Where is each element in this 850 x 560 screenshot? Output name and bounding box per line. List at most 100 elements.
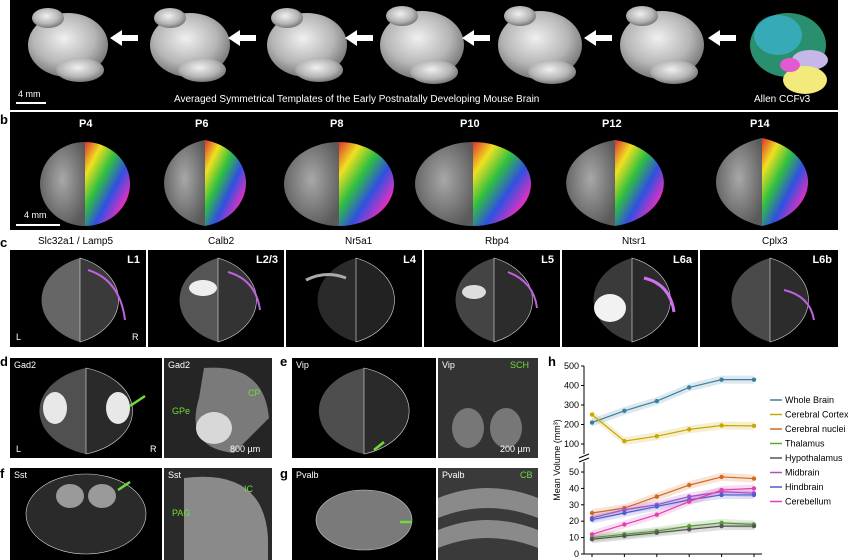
data-point	[654, 512, 659, 517]
tag-ic: IC	[244, 484, 253, 494]
series-line	[591, 525, 754, 540]
data-point	[622, 408, 627, 414]
gene-f: Sst	[14, 470, 28, 480]
slice-p10	[415, 142, 531, 226]
data-point	[687, 499, 692, 504]
data-point	[687, 523, 692, 529]
gene-c6: Cplx3	[762, 236, 788, 247]
panel-c-6: L6b	[700, 250, 838, 347]
series-line	[591, 414, 755, 442]
arrows-a	[110, 30, 736, 46]
panel-c-3: L4	[286, 250, 422, 347]
y-tick-label: 300	[564, 400, 579, 410]
caption-a: Averaged Symmetrical Templates of the Ea…	[174, 94, 540, 105]
data-point	[589, 412, 595, 417]
data-point	[719, 423, 724, 428]
panel-d-zoom: Gad2 CP GPe 800 µm	[164, 358, 272, 458]
left-mark-d: L	[16, 444, 22, 454]
layer-c4: L5	[541, 254, 554, 266]
series-line	[591, 487, 755, 535]
series-band	[592, 410, 754, 446]
data-point	[589, 537, 595, 542]
data-point	[719, 474, 724, 480]
data-point	[719, 492, 724, 498]
gene-c4: Rbp4	[485, 236, 509, 247]
panel-label-e: e	[280, 354, 288, 369]
y-tick-label: 40	[569, 483, 579, 493]
panel-c-2: L2/3	[148, 250, 284, 347]
data-point	[751, 492, 757, 498]
data-point	[751, 523, 757, 529]
panel-b-slices	[40, 138, 809, 226]
legend-label: Cerebellum	[785, 497, 831, 507]
data-point	[687, 427, 692, 432]
layer-c3: L4	[403, 254, 416, 266]
y-tick-label: 20	[569, 516, 579, 526]
legend-label: Midbrain	[785, 468, 820, 478]
age-p10: P10	[460, 118, 480, 130]
scale-label-d: 800 µm	[230, 444, 261, 454]
data-point	[622, 507, 627, 512]
data-point	[654, 434, 659, 439]
y-tick-label: 0	[574, 549, 579, 559]
brain-3d-3	[267, 8, 347, 82]
data-point	[654, 530, 659, 535]
data-point	[622, 510, 627, 516]
data-point	[654, 398, 659, 404]
tag-sch: SCH	[510, 360, 530, 370]
slice-p14	[715, 138, 809, 226]
series-band	[592, 490, 754, 524]
panel-e-image: Vip	[292, 358, 436, 458]
axis-break-mark	[578, 453, 590, 459]
age-p6: P6	[195, 118, 209, 130]
series-hypothalamus	[589, 522, 757, 544]
data-point	[719, 487, 724, 493]
data-point	[751, 476, 757, 481]
layer-c1: L1	[127, 254, 140, 266]
data-point	[719, 520, 724, 526]
y-tick-label: 400	[564, 381, 579, 391]
panel-g-zoom: Pvalb CB	[438, 468, 538, 560]
panel-a-image: 4 mm Averaged Symmetrical Templates of t…	[10, 0, 838, 110]
data-point	[622, 438, 627, 444]
legend-label: Hindbrain	[785, 482, 824, 492]
y-tick-label: 50	[569, 467, 579, 477]
data-point	[751, 423, 757, 429]
brain-3d-5	[498, 6, 582, 84]
scale-label-b: 4 mm	[24, 210, 47, 220]
brain-3d-6	[620, 6, 704, 84]
y-tick-label: 200	[564, 420, 579, 430]
panel-g-image: Pvalb	[292, 468, 436, 560]
data-point	[622, 533, 627, 539]
gene-c2: Calb2	[208, 236, 235, 247]
y-axis-title: Mean Volume (mm³)	[552, 419, 562, 501]
gene-d2: Gad2	[168, 360, 191, 370]
layer-c5: L6a	[673, 254, 692, 266]
data-point	[719, 523, 724, 529]
scale-label-a: 4 mm	[18, 89, 41, 99]
series-band	[592, 484, 754, 539]
y-tick-label: 30	[569, 500, 579, 510]
series-line	[591, 491, 755, 519]
data-point	[589, 517, 595, 522]
gene-c3: Nr5a1	[345, 236, 373, 247]
age-p12: P12	[602, 118, 622, 130]
series-hindbrain	[589, 490, 757, 524]
panel-d-image: Gad2 L R	[10, 358, 162, 458]
data-point	[719, 377, 724, 382]
gene-e2: Vip	[442, 360, 455, 370]
data-point	[589, 420, 595, 425]
data-point	[589, 532, 595, 537]
scale-bar-b	[16, 224, 60, 226]
allen-atlas-brain	[750, 13, 828, 94]
legend-label: Hypothalamus	[785, 453, 843, 463]
gene-d: Gad2	[14, 360, 37, 370]
panel-c-5: L6a	[562, 250, 698, 347]
layer-c6: L6b	[812, 254, 832, 266]
panel-label-c: c	[0, 235, 8, 250]
data-point	[687, 385, 692, 390]
tag-cb: CB	[520, 470, 533, 480]
gene-e: Vip	[296, 360, 309, 370]
age-p4: P4	[79, 118, 93, 130]
series-line	[591, 476, 755, 514]
